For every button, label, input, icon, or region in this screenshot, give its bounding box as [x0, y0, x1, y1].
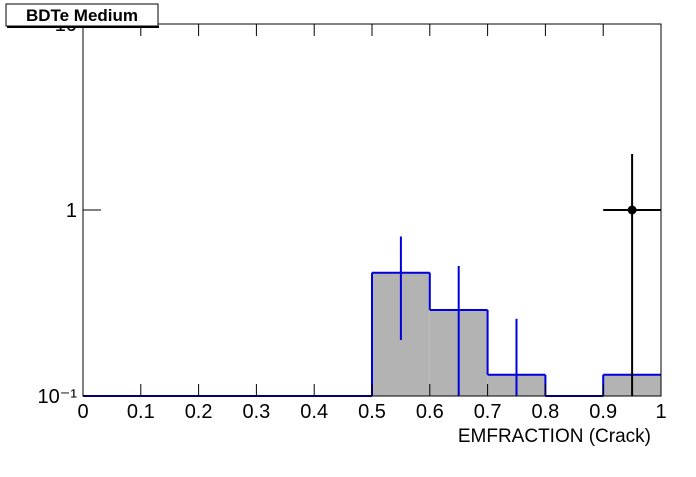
- x-tick-label: 0.4: [300, 401, 328, 423]
- x-tick-label: 0.6: [416, 401, 444, 423]
- x-tick-label: 0.2: [185, 401, 213, 423]
- y-tick-label: 1: [66, 200, 77, 222]
- data-point: [627, 205, 637, 215]
- x-tick-label: 0.9: [589, 401, 617, 423]
- x-tick-label: 0.1: [127, 401, 155, 423]
- x-tick-label: 0.7: [474, 401, 502, 423]
- x-tick-label: 1: [655, 401, 666, 423]
- x-axis-label: EMFRACTION (Crack): [458, 426, 651, 447]
- x-tick-label: 0.5: [358, 401, 386, 423]
- y-tick-label: 10⁻¹: [38, 386, 78, 408]
- x-tick-label: 0.8: [531, 401, 559, 423]
- chart-title: BDTe Medium: [26, 6, 138, 25]
- x-tick-label: 0.3: [242, 401, 270, 423]
- x-tick-label: 0: [77, 401, 88, 423]
